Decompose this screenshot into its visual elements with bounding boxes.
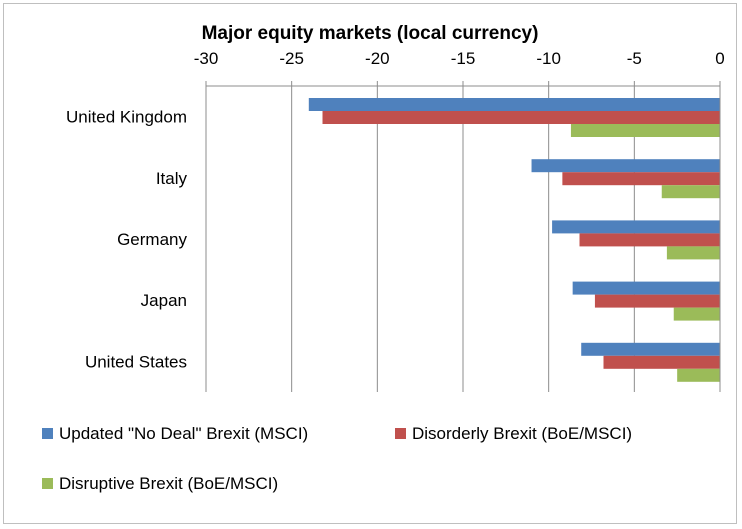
tick-label: -5 <box>627 49 642 68</box>
category-label: Germany <box>117 230 187 249</box>
chart-frame <box>3 3 737 524</box>
bar <box>581 342 720 356</box>
legend-swatch <box>395 428 406 439</box>
bar <box>308 98 720 111</box>
tick-label: -20 <box>365 49 390 68</box>
bar <box>322 111 720 124</box>
bar <box>677 368 720 382</box>
legend-label: Updated "No Deal" Brexit (MSCI) <box>59 424 308 443</box>
tick-label: -15 <box>451 49 476 68</box>
legend: Updated "No Deal" Brexit (MSCI) Disorderl… <box>42 424 632 493</box>
bar <box>666 246 720 260</box>
category-label: Italy <box>156 169 188 188</box>
bar <box>570 124 720 137</box>
category-label: United Kingdom <box>66 108 187 127</box>
tick-label: -30 <box>194 49 219 68</box>
gridlines <box>205 86 635 392</box>
bar <box>531 159 720 173</box>
category-label: Japan <box>141 291 187 310</box>
value-axis: -30 -25 -20 -15 -10 -5 0 <box>194 49 725 392</box>
chart-title: Major equity markets (local currency) <box>202 23 539 44</box>
category-label: United States <box>85 352 187 371</box>
bar <box>579 233 720 247</box>
tick-label: -10 <box>536 49 561 68</box>
bar <box>562 172 720 186</box>
legend-label: Disruptive Brexit (BoE/MSCI) <box>59 474 278 493</box>
category-axis: United Kingdom Italy Germany Japan United St… <box>66 108 187 372</box>
bar <box>603 355 720 369</box>
tick-label: 0 <box>715 49 724 68</box>
bars <box>308 98 720 382</box>
tick-label: -25 <box>279 49 304 68</box>
bar <box>552 220 720 234</box>
legend-swatch <box>42 428 53 439</box>
bar <box>594 294 720 308</box>
bar <box>661 185 720 199</box>
legend-label: Disorderly Brexit (BoE/MSCI) <box>412 424 632 443</box>
bar <box>673 307 720 321</box>
bar <box>572 281 720 295</box>
legend-swatch <box>42 478 53 489</box>
